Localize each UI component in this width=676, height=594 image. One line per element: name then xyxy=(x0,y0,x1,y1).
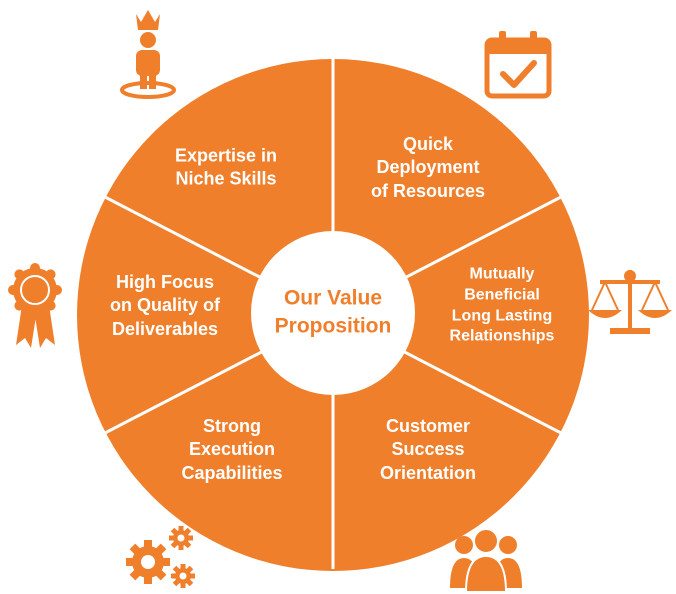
award-ribbon-icon xyxy=(8,263,62,348)
segment-label-mutually-beneficial: Mutually Beneficial Long Lasting Relatio… xyxy=(449,265,555,345)
segment-label-high-focus: High Focus on Quality of Deliverables xyxy=(110,271,220,339)
center-title: Our Value Proposition xyxy=(274,286,392,338)
people-group-icon xyxy=(450,528,522,593)
center-circle xyxy=(251,231,415,395)
gears-icon xyxy=(126,526,195,588)
segment-label-expertise: Expertise in Niche Skills xyxy=(174,145,278,189)
segment-label-strong-execution: Strong Execution Capabilities xyxy=(181,415,283,483)
balance-scale-icon xyxy=(588,270,672,334)
segment-label-quick-deployment: Quick Deployment of Resources xyxy=(370,133,486,201)
segment-label-customer-success: Customer Success Orientation xyxy=(379,415,477,483)
calendar-check-icon xyxy=(484,31,552,99)
person-with-crown-icon xyxy=(120,10,176,99)
